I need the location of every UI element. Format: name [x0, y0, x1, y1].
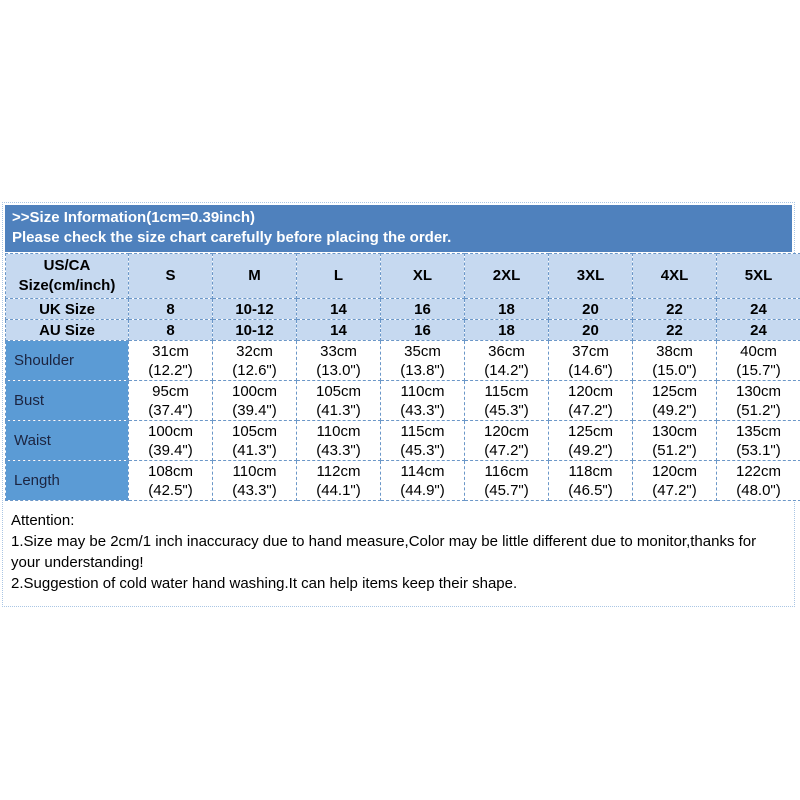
- bust-label: Bust: [5, 380, 129, 421]
- bust-value: 120cm (47.2"): [548, 380, 633, 421]
- uk-size-row: UK Size 8 10-12 14 16 18 20 22 24: [5, 298, 800, 320]
- col-header-s: S: [128, 253, 213, 299]
- uk-size-label: UK Size: [5, 298, 129, 320]
- au-size-value: 16: [380, 319, 465, 341]
- size-table: US/CA Size(cm/inch) S M L XL 2XL 3XL 4XL…: [5, 253, 800, 501]
- col-header-xl: XL: [380, 253, 465, 299]
- bust-value: 110cm (43.3"): [380, 380, 465, 421]
- length-value: 118cm (46.5"): [548, 460, 633, 501]
- waist-value: 110cm (43.3"): [296, 420, 381, 461]
- attention-note-1: 1.Size may be 2cm/1 inch inaccuracy due …: [11, 533, 757, 571]
- shoulder-value: 36cm (14.2"): [464, 340, 549, 381]
- bust-row: Bust 95cm (37.4") 100cm (39.4") 105cm (4…: [5, 380, 800, 421]
- au-size-value: 24: [716, 319, 800, 341]
- waist-value: 135cm (53.1"): [716, 420, 800, 461]
- length-value: 112cm (44.1"): [296, 460, 381, 501]
- col-header-4xl: 4XL: [632, 253, 717, 299]
- waist-value: 130cm (51.2"): [632, 420, 717, 461]
- bust-value: 125cm (49.2"): [632, 380, 717, 421]
- uk-size-value: 22: [632, 298, 717, 320]
- col-header-m: M: [212, 253, 297, 299]
- bust-value: 130cm (51.2"): [716, 380, 800, 421]
- au-size-value: 18: [464, 319, 549, 341]
- au-size-value: 8: [128, 319, 213, 341]
- waist-row: Waist 100cm (39.4") 105cm (41.3") 110cm …: [5, 420, 800, 461]
- length-value: 110cm (43.3"): [212, 460, 297, 501]
- size-chart-sheet: >>Size Information(1cm=0.39inch) Please …: [2, 202, 800, 607]
- shoulder-label: Shoulder: [5, 340, 129, 381]
- uk-size-value: 20: [548, 298, 633, 320]
- banner-line2: Please check the size chart carefully be…: [12, 229, 452, 246]
- col-header-3xl: 3XL: [548, 253, 633, 299]
- bust-value: 100cm (39.4"): [212, 380, 297, 421]
- banner-line1: >>Size Information(1cm=0.39inch): [12, 209, 255, 226]
- waist-value: 100cm (39.4"): [128, 420, 213, 461]
- uk-size-value: 14: [296, 298, 381, 320]
- au-size-value: 14: [296, 319, 381, 341]
- shoulder-value: 31cm (12.2"): [128, 340, 213, 381]
- size-info-banner: >>Size Information(1cm=0.39inch) Please …: [5, 205, 792, 252]
- waist-value: 115cm (45.3"): [380, 420, 465, 461]
- uk-size-value: 8: [128, 298, 213, 320]
- attention-title: Attention:: [11, 512, 75, 529]
- col-header-l: L: [296, 253, 381, 299]
- shoulder-row: Shoulder 31cm (12.2") 32cm (12.6") 33cm …: [5, 340, 800, 381]
- uk-size-value: 24: [716, 298, 800, 320]
- waist-value: 105cm (41.3"): [212, 420, 297, 461]
- bust-value: 115cm (45.3"): [464, 380, 549, 421]
- shoulder-value: 32cm (12.6"): [212, 340, 297, 381]
- au-size-row: AU Size 8 10-12 14 16 18 20 22 24: [5, 319, 800, 341]
- shoulder-value: 37cm (14.6"): [548, 340, 633, 381]
- attention-note-2: 2.Suggestion of cold water hand washing.…: [11, 575, 518, 592]
- table-header-row: US/CA Size(cm/inch) S M L XL 2XL 3XL 4XL…: [5, 253, 800, 299]
- corner-header-cell: US/CA Size(cm/inch): [5, 253, 129, 299]
- waist-label: Waist: [5, 420, 129, 461]
- shoulder-value: 35cm (13.8"): [380, 340, 465, 381]
- waist-value: 120cm (47.2"): [464, 420, 549, 461]
- col-header-5xl: 5XL: [716, 253, 800, 299]
- waist-value: 125cm (49.2"): [548, 420, 633, 461]
- length-row: Length 108cm (42.5") 110cm (43.3") 112cm…: [5, 460, 800, 501]
- shoulder-value: 33cm (13.0"): [296, 340, 381, 381]
- bust-value: 105cm (41.3"): [296, 380, 381, 421]
- length-value: 114cm (44.9"): [380, 460, 465, 501]
- length-value: 116cm (45.7"): [464, 460, 549, 501]
- uk-size-value: 16: [380, 298, 465, 320]
- bust-value: 95cm (37.4"): [128, 380, 213, 421]
- uk-size-value: 10-12: [212, 298, 297, 320]
- au-size-value: 22: [632, 319, 717, 341]
- shoulder-value: 40cm (15.7"): [716, 340, 800, 381]
- length-label: Length: [5, 460, 129, 501]
- length-value: 122cm (48.0"): [716, 460, 800, 501]
- au-size-label: AU Size: [5, 319, 129, 341]
- length-value: 108cm (42.5"): [128, 460, 213, 501]
- au-size-value: 20: [548, 319, 633, 341]
- uk-size-value: 18: [464, 298, 549, 320]
- col-header-2xl: 2XL: [464, 253, 549, 299]
- shoulder-value: 38cm (15.0"): [632, 340, 717, 381]
- au-size-value: 10-12: [212, 319, 297, 341]
- attention-section: Attention: 1.Size may be 2cm/1 inch inac…: [5, 501, 792, 604]
- length-value: 120cm (47.2"): [632, 460, 717, 501]
